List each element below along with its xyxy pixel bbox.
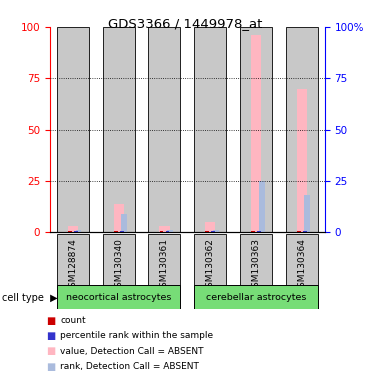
Bar xyxy=(167,230,173,232)
Text: GDS3366 / 1449978_at: GDS3366 / 1449978_at xyxy=(108,17,263,30)
Bar xyxy=(121,214,127,232)
Bar xyxy=(251,35,261,232)
Bar xyxy=(76,230,82,232)
Bar xyxy=(286,234,318,286)
Text: ■: ■ xyxy=(46,331,56,341)
Text: neocortical astrocytes: neocortical astrocytes xyxy=(66,293,171,302)
Text: ■: ■ xyxy=(46,346,56,356)
Text: GSM130363: GSM130363 xyxy=(252,238,260,293)
Text: GSM130340: GSM130340 xyxy=(114,238,123,293)
Text: value, Detection Call = ABSENT: value, Detection Call = ABSENT xyxy=(60,347,204,356)
Bar xyxy=(205,222,215,232)
Text: ■: ■ xyxy=(46,362,56,372)
Bar xyxy=(148,27,181,232)
Bar xyxy=(57,285,181,309)
Bar xyxy=(194,285,318,309)
Bar xyxy=(304,195,310,232)
Bar xyxy=(120,231,124,232)
Text: count: count xyxy=(60,316,86,325)
Text: cerebellar astrocytes: cerebellar astrocytes xyxy=(206,293,306,302)
Bar xyxy=(194,27,226,232)
Text: GSM128874: GSM128874 xyxy=(69,238,78,293)
Bar xyxy=(297,88,307,232)
Bar xyxy=(57,27,89,232)
Bar xyxy=(194,234,226,286)
Bar xyxy=(297,231,301,232)
Text: rank, Detection Call = ABSENT: rank, Detection Call = ABSENT xyxy=(60,362,199,371)
Text: GSM130361: GSM130361 xyxy=(160,238,169,293)
Bar xyxy=(303,231,306,232)
Text: ■: ■ xyxy=(46,316,56,326)
Bar xyxy=(259,181,265,232)
Bar xyxy=(240,27,272,232)
Bar xyxy=(160,226,170,232)
Text: percentile rank within the sample: percentile rank within the sample xyxy=(60,331,213,341)
Bar xyxy=(103,27,135,232)
Bar xyxy=(286,27,318,232)
Bar xyxy=(257,231,261,232)
Bar xyxy=(68,231,72,232)
Bar xyxy=(103,234,135,286)
Bar xyxy=(240,234,272,286)
Bar xyxy=(206,231,209,232)
Bar xyxy=(74,231,78,232)
Bar xyxy=(166,231,169,232)
Text: GSM130364: GSM130364 xyxy=(297,238,306,293)
Text: GSM130362: GSM130362 xyxy=(206,238,215,293)
Bar xyxy=(68,226,78,232)
Bar xyxy=(57,234,89,286)
Bar xyxy=(211,231,215,232)
Bar xyxy=(148,234,181,286)
Bar xyxy=(251,231,255,232)
Bar xyxy=(213,230,219,232)
Bar xyxy=(160,231,163,232)
Bar xyxy=(114,204,124,232)
Text: cell type  ▶: cell type ▶ xyxy=(2,293,58,303)
Bar xyxy=(114,231,118,232)
